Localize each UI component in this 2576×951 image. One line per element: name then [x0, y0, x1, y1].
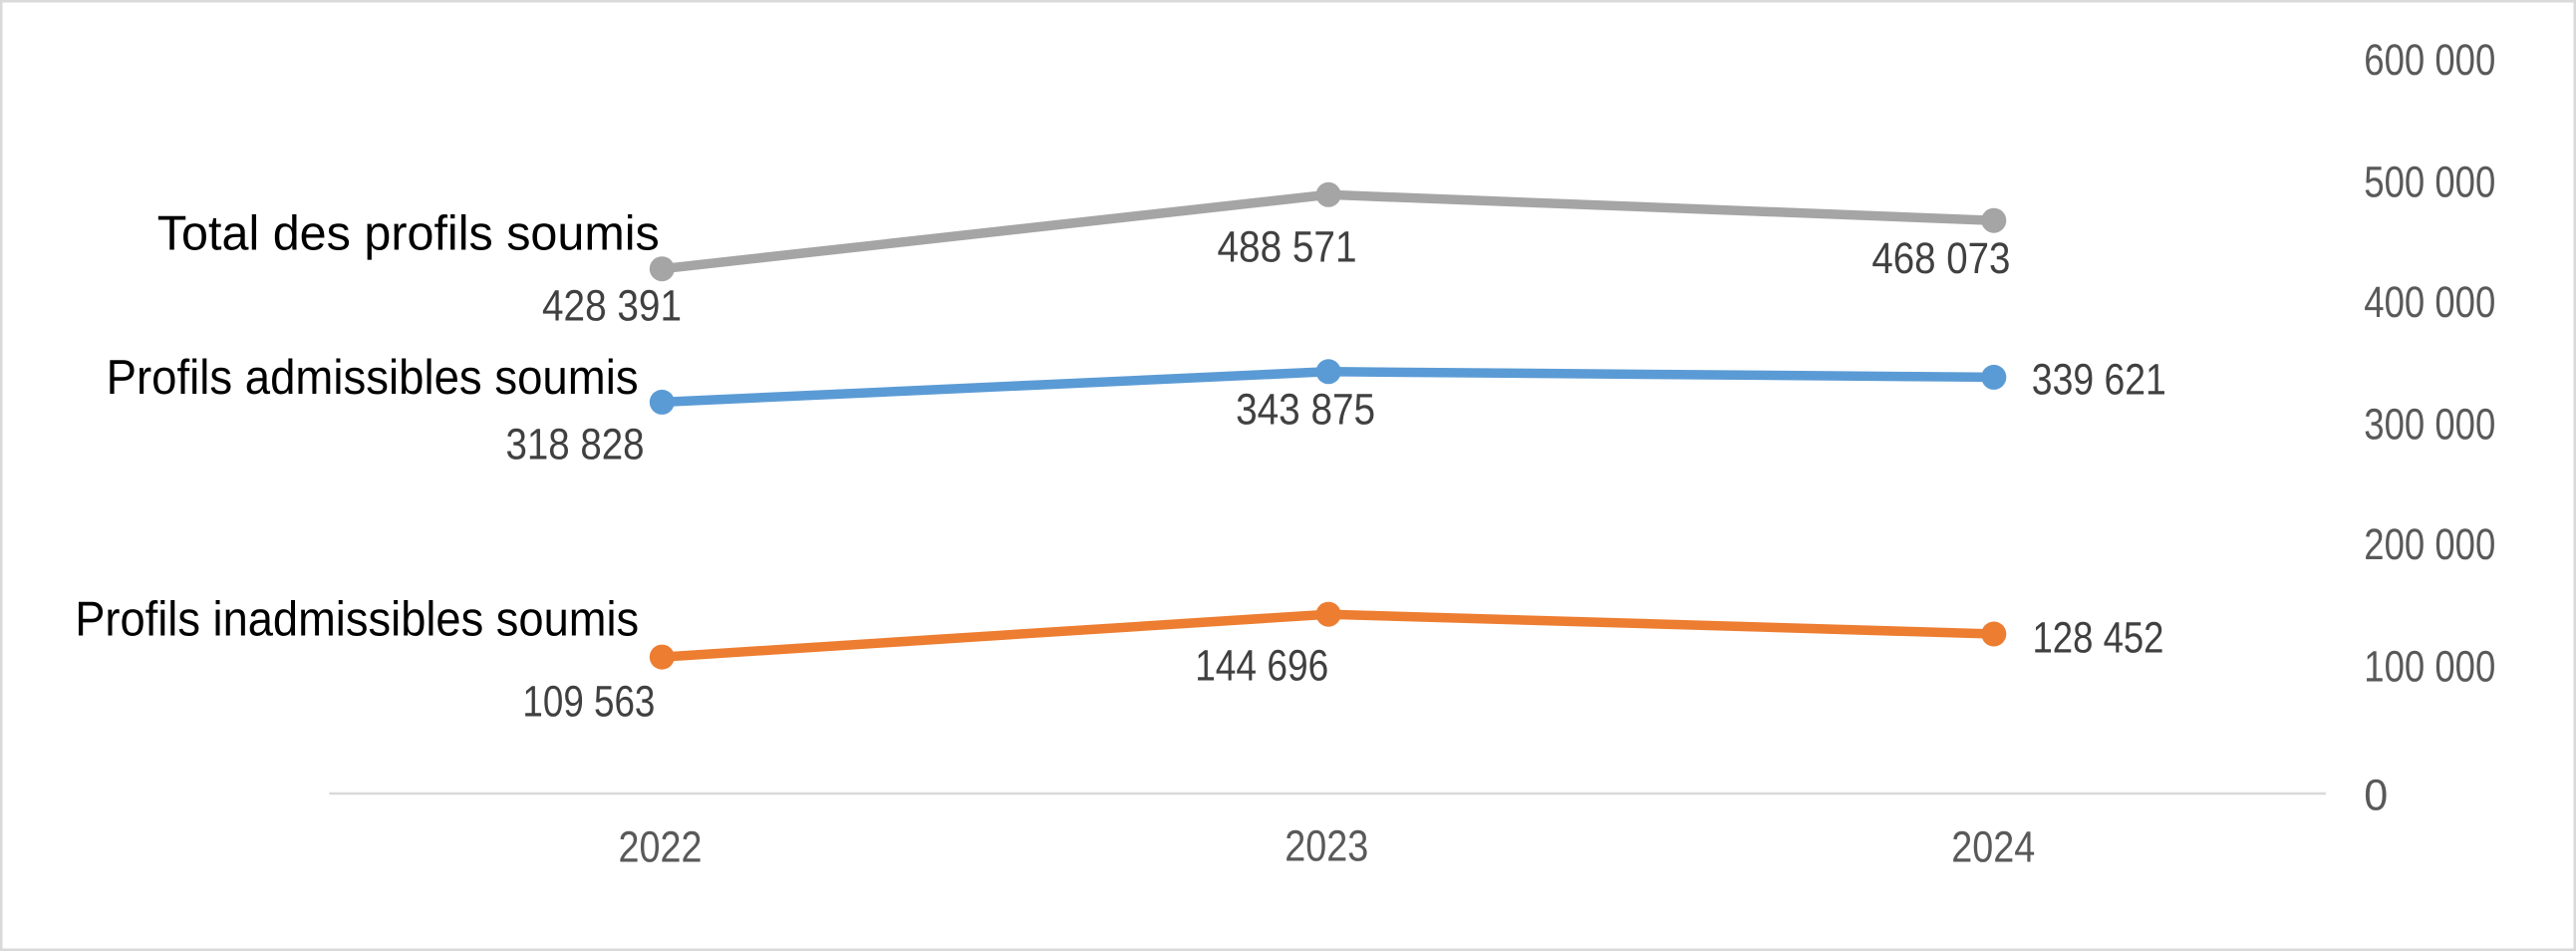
- svg-text:343 875: 343 875: [1236, 386, 1375, 435]
- svg-text:2022: 2022: [619, 823, 703, 872]
- svg-text:318 828: 318 828: [506, 420, 645, 469]
- svg-text:2024: 2024: [1951, 823, 2035, 872]
- svg-text:128 452: 128 452: [2033, 614, 2164, 663]
- svg-text:Profils inadmissibles soumis: Profils inadmissibles soumis: [75, 593, 639, 647]
- svg-text:500 000: 500 000: [2364, 158, 2495, 207]
- svg-text:428 391: 428 391: [542, 281, 682, 330]
- svg-text:144 696: 144 696: [1195, 642, 1328, 691]
- svg-text:109 563: 109 563: [522, 677, 655, 726]
- svg-text:Profils admissibles soumis: Profils admissibles soumis: [107, 351, 639, 405]
- svg-text:488 571: 488 571: [1218, 223, 1357, 272]
- svg-text:400 000: 400 000: [2364, 278, 2495, 327]
- svg-text:2023: 2023: [1285, 822, 1368, 871]
- svg-text:Total des profils soumis: Total des profils soumis: [157, 207, 660, 261]
- svg-text:100 000: 100 000: [2364, 642, 2495, 691]
- svg-text:0: 0: [2364, 772, 2388, 820]
- svg-text:339 621: 339 621: [2032, 355, 2166, 404]
- svg-text:600 000: 600 000: [2364, 36, 2495, 85]
- svg-text:468 073: 468 073: [1871, 234, 2010, 283]
- svg-text:300 000: 300 000: [2364, 400, 2495, 449]
- svg-text:200 000: 200 000: [2364, 520, 2495, 569]
